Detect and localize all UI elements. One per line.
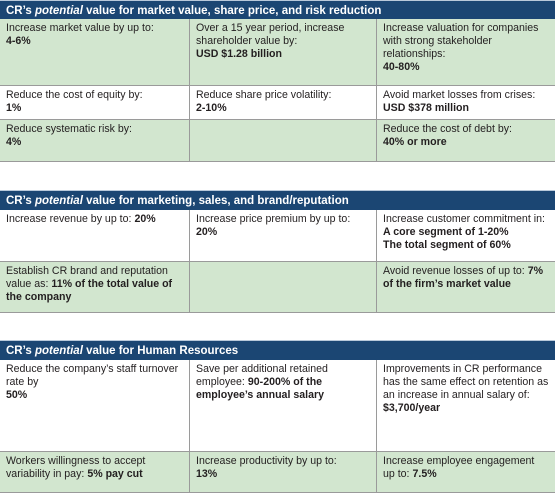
table-cell: Reduce the company’s staff turnover rate… bbox=[0, 360, 190, 452]
table-cell: Save per additional retained employee: 90… bbox=[190, 360, 377, 452]
cell-label: Improvements in CR performance has the s… bbox=[383, 363, 549, 401]
table-cell: Increase revenue by up to: 20% bbox=[0, 210, 190, 262]
title-suffix: value for Human Resources bbox=[82, 345, 239, 357]
table-cell: Improvements in CR performance has the s… bbox=[377, 360, 555, 452]
title-emphasis: potential bbox=[34, 345, 83, 357]
table-cell: Workers willingness to accept variabilit… bbox=[0, 452, 190, 493]
cell-label: Increase productivity by up to: bbox=[196, 455, 337, 467]
cell-value: 20% bbox=[134, 213, 156, 225]
cell-label: Reduce systematic risk by: bbox=[6, 123, 132, 135]
cell-value: 1% bbox=[6, 102, 22, 114]
section-header: CR’s potential value for Human Resources bbox=[0, 340, 555, 360]
title-prefix: CR’s bbox=[6, 195, 35, 207]
table-cell: Reduce systematic risk by: 4% bbox=[0, 120, 190, 162]
table-cell: Reduce the cost of debt by: 40% or more bbox=[377, 120, 555, 162]
cell-value: 90-200% of the employee’s annual salary bbox=[196, 376, 324, 401]
table-cell: Increase productivity by up to: 13% bbox=[190, 452, 377, 493]
cell-label: Increase valuation for companies with st… bbox=[383, 22, 539, 60]
table-cell: Increase customer commitment in: A core s… bbox=[377, 210, 555, 262]
cell-value: $3,700/year bbox=[383, 402, 441, 414]
cell-label: Avoid revenue losses of up to: bbox=[383, 265, 525, 277]
table-cell: Reduce share price volatility: 2-10% bbox=[190, 86, 377, 120]
cell-value: 2-10% bbox=[196, 102, 227, 114]
cell-label: Increase customer commitment in: bbox=[383, 213, 545, 225]
title-suffix: value for market value, share price, and… bbox=[82, 5, 382, 17]
cell-value: USD $1.28 billion bbox=[196, 48, 282, 60]
table-cell: Establish CR brand and reputation value … bbox=[0, 262, 190, 313]
table-cell: Reduce the cost of equity by: 1% bbox=[0, 86, 190, 120]
table-cell: Increase valuation for companies with st… bbox=[377, 19, 555, 86]
cell-label: Avoid market losses from crises: bbox=[383, 89, 536, 101]
table-cell: Increase price premium by up to: 20% bbox=[190, 210, 377, 262]
cell-label: Reduce the cost of debt by: bbox=[383, 123, 512, 135]
cell-value: The total segment of 60% bbox=[383, 239, 511, 251]
section-header: CR’s potential value for marketing, sale… bbox=[0, 190, 555, 210]
cell-value: 5% pay cut bbox=[87, 468, 143, 480]
cell-label: Increase price premium by up to: bbox=[196, 213, 351, 225]
cell-value: A core segment of 1-20% bbox=[383, 226, 509, 238]
table-cell: Increase market value by up to: 4-6% bbox=[0, 19, 190, 86]
cell-value: 40% or more bbox=[383, 136, 447, 148]
cell-label: Over a 15 year period, increase sharehol… bbox=[196, 22, 345, 47]
table-cell bbox=[190, 262, 377, 313]
cell-value: 4% bbox=[6, 136, 22, 148]
table-cell: Avoid revenue losses of up to: 7% of the … bbox=[377, 262, 555, 313]
cell-label: Increase market value by up to: bbox=[6, 22, 154, 34]
title-prefix: CR’s bbox=[6, 345, 35, 357]
cell-value: 11% of the total value of the company bbox=[6, 278, 173, 303]
cell-label: Workers willingness to accept variabilit… bbox=[6, 455, 146, 480]
cell-label: Reduce the cost of equity by: bbox=[6, 89, 143, 101]
cell-value: 4-6% bbox=[6, 35, 31, 47]
cell-label: Reduce share price volatility: bbox=[196, 89, 332, 101]
cell-label: Save per additional retained employee: bbox=[196, 363, 328, 388]
section-header: CR’s potential value for market value, s… bbox=[0, 0, 555, 19]
cell-value: 20% bbox=[196, 226, 218, 238]
cell-label: Increase employee engagement up to: bbox=[383, 455, 535, 480]
title-prefix: CR’s bbox=[6, 5, 35, 17]
table-cell: Avoid market losses from crises: USD $378… bbox=[377, 86, 555, 120]
table-cell: Over a 15 year period, increase sharehol… bbox=[190, 19, 377, 86]
table-cell: Increase employee engagement up to: 7.5% bbox=[377, 452, 555, 493]
cell-label: Increase revenue by up to: bbox=[6, 213, 132, 225]
title-emphasis: potential bbox=[34, 195, 83, 207]
cell-value: 40-80% bbox=[383, 61, 420, 73]
title-emphasis: potential bbox=[34, 5, 83, 17]
cell-value: USD $378 million bbox=[383, 102, 469, 114]
table-cell bbox=[190, 120, 377, 162]
cell-label: Reduce the company’s staff turnover rate… bbox=[6, 363, 179, 388]
cell-value: 7% of the firm’s market value bbox=[383, 265, 544, 290]
cell-label: Establish CR brand and reputation value … bbox=[6, 265, 168, 290]
title-suffix: value for marketing, sales, and brand/re… bbox=[82, 195, 349, 207]
cell-value: 50% bbox=[6, 389, 28, 401]
cell-value: 7.5% bbox=[412, 468, 437, 480]
cell-value: 13% bbox=[196, 468, 218, 480]
